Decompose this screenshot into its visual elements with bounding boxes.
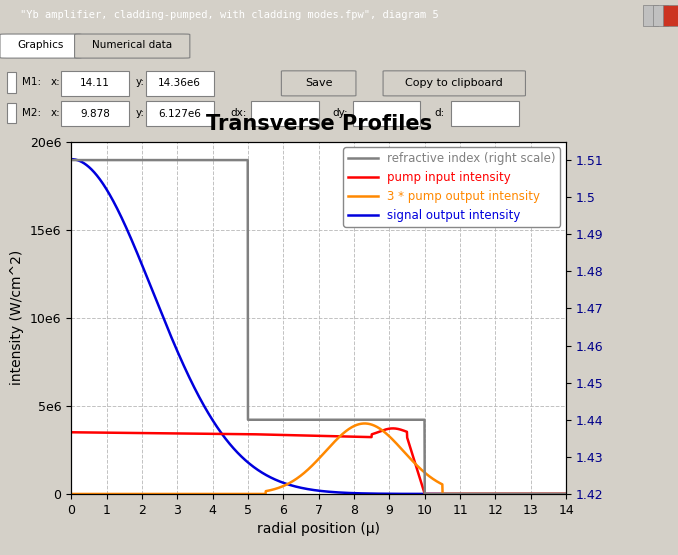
Text: dy:: dy: [332, 108, 348, 118]
Text: 6.127e6: 6.127e6 [158, 109, 201, 119]
Text: x:: x: [51, 108, 60, 118]
Text: Copy to clipboard: Copy to clipboard [405, 78, 503, 88]
Bar [146, 71, 214, 95]
Bar [61, 102, 129, 126]
Text: y:: y: [136, 108, 144, 118]
Text: M2:: M2: [22, 108, 41, 118]
Bar [643, 4, 658, 26]
Bar [146, 102, 214, 126]
Bar [353, 102, 420, 126]
FancyBboxPatch shape [383, 71, 525, 96]
X-axis label: radial position (µ): radial position (µ) [257, 522, 380, 536]
FancyBboxPatch shape [75, 34, 190, 58]
Bar [663, 4, 678, 26]
Bar [7, 103, 16, 123]
Bar [653, 4, 668, 26]
Text: Numerical data: Numerical data [92, 41, 172, 51]
Text: "Yb amplifier, cladding-pumped, with cladding modes.fpw", diagram 5: "Yb amplifier, cladding-pumped, with cla… [20, 10, 439, 21]
Bar [61, 71, 129, 95]
Text: 14.11: 14.11 [80, 78, 110, 88]
Bar [7, 72, 16, 93]
Text: 14.36e6: 14.36e6 [158, 78, 201, 88]
Bar [451, 102, 519, 126]
Title: Transverse Profiles: Transverse Profiles [205, 114, 432, 134]
Text: y:: y: [136, 77, 144, 87]
Text: x:: x: [51, 77, 60, 87]
Text: d:: d: [434, 108, 444, 118]
Legend: refractive index (right scale), pump input intensity, 3 * pump output intensity,: refractive index (right scale), pump inp… [343, 148, 560, 226]
Text: Graphics: Graphics [18, 41, 64, 51]
Text: dx:: dx: [231, 108, 247, 118]
Text: 9.878: 9.878 [80, 109, 110, 119]
Text: M1:: M1: [22, 77, 41, 87]
Bar [251, 102, 319, 126]
FancyBboxPatch shape [0, 34, 81, 58]
Text: Save: Save [305, 78, 332, 88]
Y-axis label: intensity (W/cm^2): intensity (W/cm^2) [10, 250, 24, 385]
FancyBboxPatch shape [281, 71, 356, 96]
